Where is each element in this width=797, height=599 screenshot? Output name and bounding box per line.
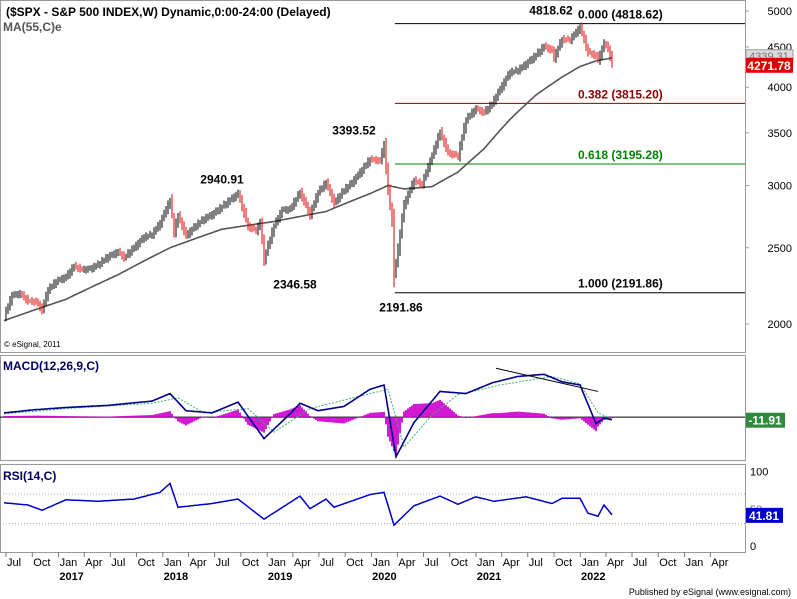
swing-label-above: 4818.62	[529, 4, 573, 18]
x-tick-label: Jan	[581, 557, 599, 569]
rsi-legend: RSI(14,C)	[3, 469, 56, 483]
x-year-label: 2022	[581, 571, 605, 583]
x-tick-label: Apr	[294, 557, 311, 569]
x-tick-label: Oct	[138, 557, 155, 569]
x-tick-label: Jan	[372, 557, 390, 569]
fib-label-1.000: 1.000 (2191.86)	[578, 277, 663, 291]
x-tick-label: Jan	[477, 557, 495, 569]
price-y-tick-label: 2500	[768, 243, 792, 255]
macd-legend: MACD(12,26,9,C)	[3, 359, 99, 373]
ma-line	[3, 57, 613, 322]
x-tick-label: Oct	[555, 557, 572, 569]
x-tick-label: Oct	[451, 557, 468, 569]
rsi-last-badge-text: 41.81	[749, 509, 779, 523]
macd-trendline	[495, 367, 599, 392]
x-tick-label: Jan	[268, 557, 286, 569]
macd-last-badge-text: -11.91	[748, 414, 782, 428]
rsi-panel	[0, 464, 746, 553]
x-tick-label: Jul	[424, 557, 438, 569]
fib-label-0.618: 0.618 (3195.28)	[578, 148, 663, 162]
fibonacci-levels: 0.000 (4818.62) 0.382 (3815.20) 0.618 (319…	[394, 8, 745, 294]
rsi-last-badge	[746, 507, 783, 523]
fib-label-0.000: 0.000 (4818.62)	[578, 8, 663, 22]
last-price-badge	[746, 57, 793, 73]
x-year-label: 2020	[372, 571, 396, 583]
rsi-line	[3, 482, 613, 527]
macd-line	[3, 373, 613, 460]
price-y-tick-label: 5000	[768, 6, 792, 18]
x-year-label: 2021	[477, 571, 501, 583]
fib-label-0.382: 0.382 (3815.20)	[578, 87, 663, 101]
x-tick-label: Jul	[7, 557, 21, 569]
x-tick-label: Jul	[633, 557, 647, 569]
moving-average-series	[3, 57, 613, 322]
swing-label-above: 2940.91	[200, 172, 244, 186]
price-y-tick-label: 3500	[768, 128, 792, 140]
x-tick-label: Jul	[320, 557, 334, 569]
swing-label-below: 2191.86	[379, 301, 423, 315]
chart-title: ($SPX - S&P 500 INDEX,W) Dynamic,0:00-24…	[6, 5, 331, 19]
swing-labels: 2940.91 2346.58 3393.52 2191.86 4818.62	[200, 4, 573, 315]
macd-histogram-series	[0, 399, 745, 456]
x-tick-label: Jul	[216, 557, 230, 569]
x-tick-label: Apr	[503, 557, 520, 569]
macd-last-badge	[746, 412, 785, 428]
price-bars-series	[5, 22, 613, 322]
watermark: © eSignal, 2011	[4, 340, 61, 349]
x-tick-label: Apr	[711, 557, 728, 569]
x-tick-label: Oct	[346, 557, 363, 569]
x-tick-label: Jan	[60, 557, 78, 569]
x-tick-label: Apr	[85, 557, 102, 569]
x-tick-label: Oct	[242, 557, 259, 569]
x-axis: Jul Oct Jan Apr Jul Oct Jan Apr Jul Oct Jan Apr Jul O…	[5, 552, 729, 583]
ma-legend: MA(55,C)e	[3, 20, 62, 34]
swing-label-above: 3393.52	[332, 123, 376, 137]
macd-panel	[0, 355, 746, 461]
price-y-tick-label: 2000	[768, 319, 792, 331]
x-tick-label: Oct	[33, 557, 50, 569]
macd-series	[3, 367, 613, 460]
rsi-y-axis: 0 100	[750, 466, 768, 553]
swing-label-below: 2346.58	[273, 277, 317, 291]
x-tick-label: Apr	[607, 557, 624, 569]
price-y-tick-label: 4000	[768, 82, 792, 94]
publisher-credit: Published by eSignal (www.esignal.com)	[629, 587, 791, 597]
x-tick-label: Jan	[164, 557, 182, 569]
x-year-label: 2019	[268, 571, 292, 583]
rsi-series	[0, 482, 745, 527]
rsi-y-tick-label: 100	[750, 466, 768, 478]
price-panel	[0, 0, 746, 353]
rsi-y-tick-label: 0	[750, 541, 756, 553]
x-tick-label: Oct	[659, 557, 676, 569]
x-year-label: 2017	[59, 571, 83, 583]
x-tick-label: Jul	[111, 557, 125, 569]
x-tick-label: Apr	[398, 557, 415, 569]
x-year-label: 2018	[164, 571, 188, 583]
last-price-badge-text: 4271.78	[747, 59, 791, 73]
x-tick-label: Apr	[190, 557, 207, 569]
x-tick-label: Jan	[686, 557, 704, 569]
price-y-tick-label: 3000	[768, 180, 792, 192]
x-tick-label: Jul	[529, 557, 543, 569]
